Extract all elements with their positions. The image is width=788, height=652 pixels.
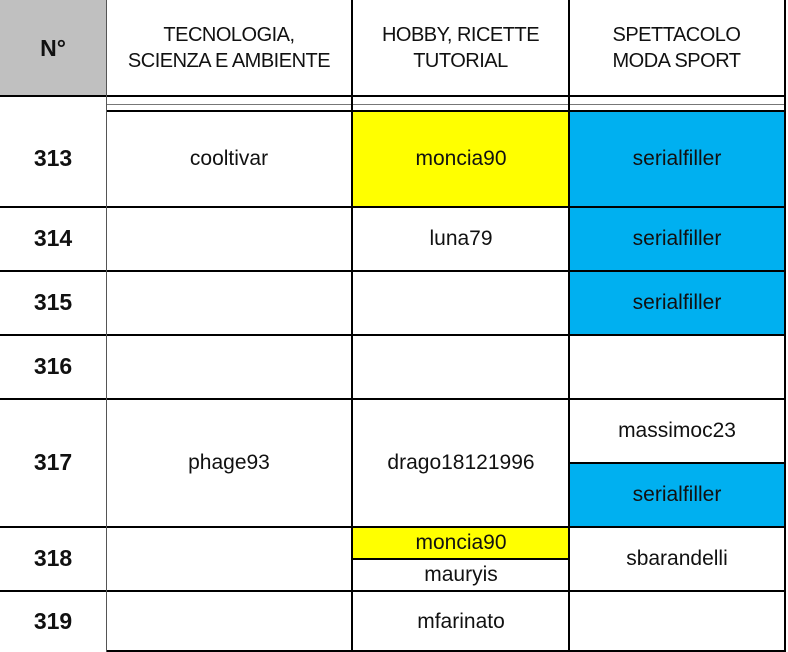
row-314-num: 314 (33, 225, 73, 251)
row-318-hobby-top: moncia90 (353, 527, 569, 559)
row-317-num: 317 (33, 449, 73, 475)
row-313-top-border (106, 110, 786, 112)
row-314-tecnologia (106, 207, 352, 270)
row-317-split-border (570, 462, 786, 464)
col-hobby-right-border (568, 0, 570, 652)
row-315-spettacolo: serialfiller (570, 271, 784, 334)
row-313-tecnologia: cooltivar (189, 146, 269, 170)
row-319-hobby: mfarinato (417, 609, 505, 633)
row-318-spettacolo: sbarandelli (626, 546, 728, 570)
table-bottom-border (106, 650, 786, 652)
col-num-right-border (106, 0, 107, 652)
row-317-spettacolo-top: massimoc23 (618, 418, 736, 442)
header-bottom-border (0, 95, 786, 97)
row-316-tecnologia (106, 335, 352, 398)
row-316-num: 316 (33, 353, 73, 379)
row-318-hobby-bottom: mauryis (424, 563, 498, 586)
row-313-num: 313 (33, 145, 73, 171)
row-317-tecnologia: phage93 (188, 450, 270, 474)
row-318-hobby-split (353, 558, 570, 560)
row-315-top-border (0, 270, 786, 272)
row-317-top-border (0, 398, 786, 400)
header-hobby: HOBBY, RICETTE TUTORIAL (381, 24, 540, 72)
row-317-spettacolo-bottom: serialfiller (570, 463, 784, 526)
header-gap-line (106, 104, 786, 105)
row-314-spettacolo: serialfiller (570, 207, 784, 270)
row-315-tecnologia (106, 271, 352, 334)
row-314-hobby: luna79 (429, 226, 493, 250)
row-316-top-border (0, 334, 786, 336)
header-num: N° (0, 0, 106, 96)
row-319-top-border (0, 590, 786, 592)
row-313-hobby: moncia90 (353, 111, 569, 206)
row-318-tecnologia (106, 527, 352, 590)
row-315-num: 315 (33, 289, 73, 315)
row-317-hobby: drago18121996 (387, 450, 535, 474)
row-316-spettacolo (570, 335, 784, 398)
col-tecnologia-right-border (351, 0, 353, 652)
row-313-spettacolo: serialfiller (570, 111, 784, 206)
header-tecnologia: TECNOLOGIA, SCIENZA E AMBIENTE (127, 24, 331, 72)
row-315-hobby (353, 271, 569, 334)
header-spettacolo: SPETTACOLO MODA SPORT (612, 24, 742, 72)
row-314-top-border (0, 206, 786, 208)
row-319-spettacolo (570, 591, 784, 652)
row-319-num: 319 (33, 608, 73, 634)
row-316-hobby (353, 335, 569, 398)
row-318-num: 318 (33, 545, 73, 571)
row-318-top-border (0, 526, 786, 528)
row-319-tecnologia (106, 591, 352, 652)
col-spettacolo-right-border (784, 0, 786, 652)
